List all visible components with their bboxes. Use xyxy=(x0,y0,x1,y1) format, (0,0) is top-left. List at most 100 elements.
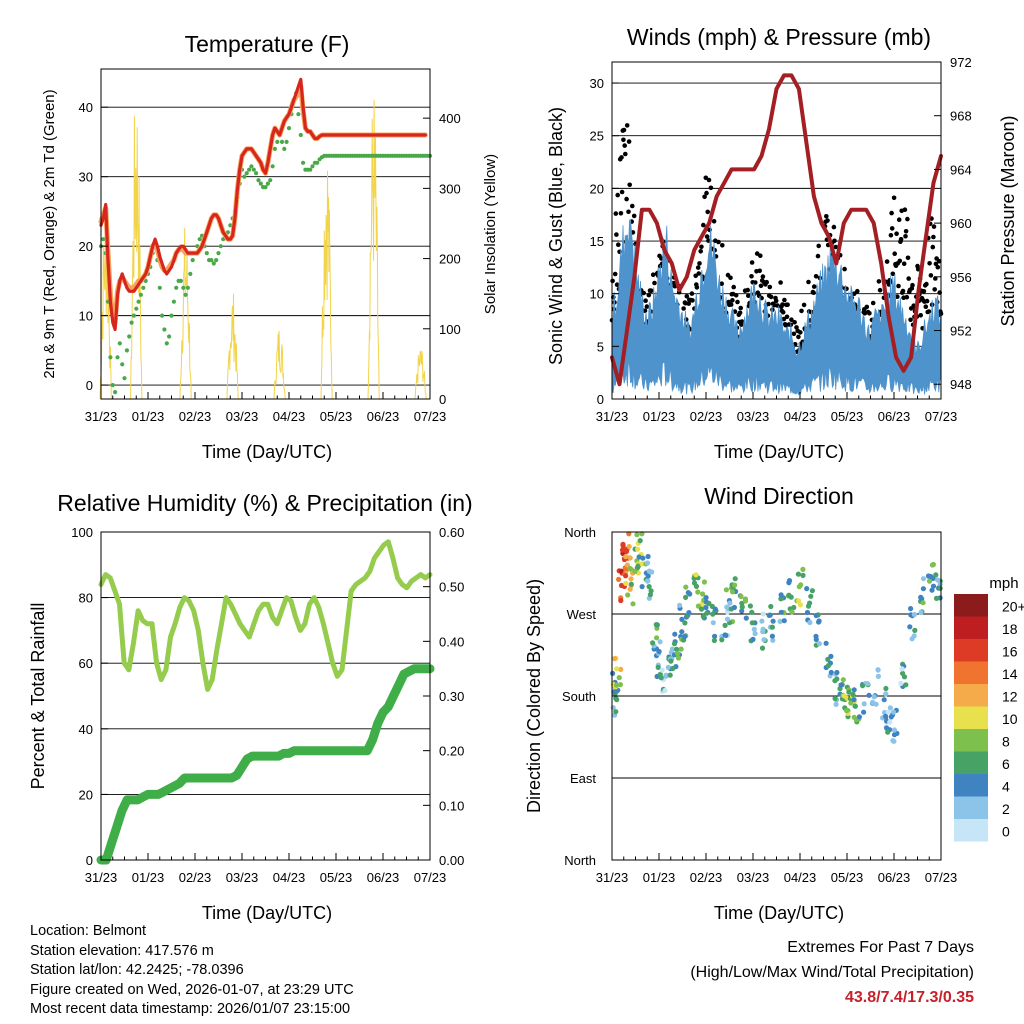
direction-point xyxy=(679,629,685,635)
gust-point xyxy=(935,264,941,270)
direction-point xyxy=(937,585,943,591)
direction-point xyxy=(627,555,633,561)
dewpoint-point xyxy=(110,383,115,388)
direction-point xyxy=(833,701,839,708)
dewpoint-point xyxy=(247,167,252,172)
gust-point xyxy=(767,284,773,290)
gust-point xyxy=(811,290,816,296)
direction-point xyxy=(887,719,893,725)
pressure-line xyxy=(610,73,943,387)
winds-y2tick-labels: 948 952 956 960 964 968 972 xyxy=(950,55,972,392)
gust-point xyxy=(684,294,690,299)
direction-point xyxy=(732,582,738,588)
dewpoint-point xyxy=(310,164,315,169)
direction-point xyxy=(672,631,678,637)
dewpoint-point xyxy=(190,258,195,263)
dewpoint-point xyxy=(263,185,268,190)
gust-point xyxy=(650,272,656,278)
gust-point xyxy=(801,302,807,308)
winds-ytick-label: 0 xyxy=(597,392,604,407)
direction-point xyxy=(752,631,758,637)
gust-point xyxy=(928,273,934,278)
temperature-plot-frame xyxy=(100,68,431,400)
dewpoint-point xyxy=(136,299,141,304)
gust-point xyxy=(884,259,890,264)
gust-point xyxy=(792,320,797,325)
gust-point xyxy=(618,211,624,216)
dewpoint-point xyxy=(279,139,285,144)
direction-point xyxy=(648,588,654,594)
temp-ytick-label: 10 xyxy=(79,309,93,324)
gust-point xyxy=(921,289,927,294)
direction-point xyxy=(613,682,620,688)
dewpoint-point xyxy=(254,171,259,176)
gust-point xyxy=(704,234,710,239)
winds-y2tick-label: 968 xyxy=(950,109,972,124)
humidity-ytick-label: 60 xyxy=(79,656,93,671)
direction-point xyxy=(832,695,838,702)
direction-point xyxy=(655,664,661,671)
temp-y2tick-label: 400 xyxy=(439,111,461,126)
direction-ticks xyxy=(611,531,942,861)
direction-scatter xyxy=(610,531,943,744)
direction-point xyxy=(796,584,802,590)
gust-point xyxy=(876,279,882,284)
direction-point xyxy=(665,664,671,671)
direction-point xyxy=(743,615,749,621)
gust-point xyxy=(867,311,872,316)
direction-point xyxy=(625,592,631,598)
gust-point xyxy=(689,291,695,296)
gust-point xyxy=(711,219,717,224)
direction-point xyxy=(898,680,904,687)
dewpoint-point xyxy=(251,167,256,172)
direction-point xyxy=(663,673,669,679)
gust-point xyxy=(720,243,725,248)
solar-peak xyxy=(320,170,333,400)
humidity-y2tick-labels: 0.00 0.10 0.20 0.30 0.40 0.50 0.60 xyxy=(439,525,464,868)
gust-point xyxy=(898,236,904,242)
colorbar-label: 20+ xyxy=(1002,598,1024,614)
gust-point xyxy=(832,238,837,244)
direction-point xyxy=(861,709,867,715)
gust-point xyxy=(642,308,648,314)
temperature-panel: Temperature (F) 31/23 01/23 02/23 03/23 04/2… xyxy=(41,31,499,462)
direction-point xyxy=(891,732,898,738)
winds-xtick-label: 03/23 xyxy=(737,409,770,424)
direction-point xyxy=(723,632,729,639)
direction-xtick-label: 01/23 xyxy=(643,870,676,885)
dewpoint-point xyxy=(157,285,162,290)
direction-point xyxy=(742,596,749,602)
dewpoint-point xyxy=(242,174,247,179)
direction-point xyxy=(618,582,625,589)
direction-point xyxy=(671,641,678,647)
direction-point xyxy=(930,583,937,589)
colorbar-label: 4 xyxy=(1002,778,1010,794)
gust-point xyxy=(851,291,857,297)
gust-point xyxy=(649,288,654,294)
direction-point xyxy=(674,646,680,653)
direction-point xyxy=(678,646,684,652)
gust-point xyxy=(864,304,870,310)
direction-point xyxy=(686,610,692,616)
dewpoint-point xyxy=(308,167,313,172)
direction-point xyxy=(781,618,787,624)
colorbar-label: 2 xyxy=(1002,801,1010,817)
humidity-ylabel: Percent & Total Rainfall xyxy=(28,603,48,790)
direction-point xyxy=(610,670,616,677)
direction-point xyxy=(918,609,924,616)
gust-point xyxy=(896,283,901,289)
gust-point xyxy=(877,287,883,293)
direction-point xyxy=(657,639,663,645)
direction-point xyxy=(711,637,718,644)
extremes-box: Extremes For Past 7 Days (High/Low/Max W… xyxy=(690,935,974,1010)
temp-xtick-label: 04/23 xyxy=(273,409,306,424)
colorbar-label: 8 xyxy=(1002,733,1010,749)
direction-point xyxy=(624,562,631,568)
humidity-xtick-label: 04/23 xyxy=(273,870,306,885)
direction-point xyxy=(659,667,665,673)
direction-point xyxy=(653,622,659,628)
gust-point xyxy=(730,298,735,303)
temperature-xtick-labels: 31/23 01/23 02/23 03/23 04/23 05/23 06/23 07/23 xyxy=(85,409,447,424)
solar-peak xyxy=(130,115,143,400)
winds-y2tick-label: 948 xyxy=(950,377,972,392)
